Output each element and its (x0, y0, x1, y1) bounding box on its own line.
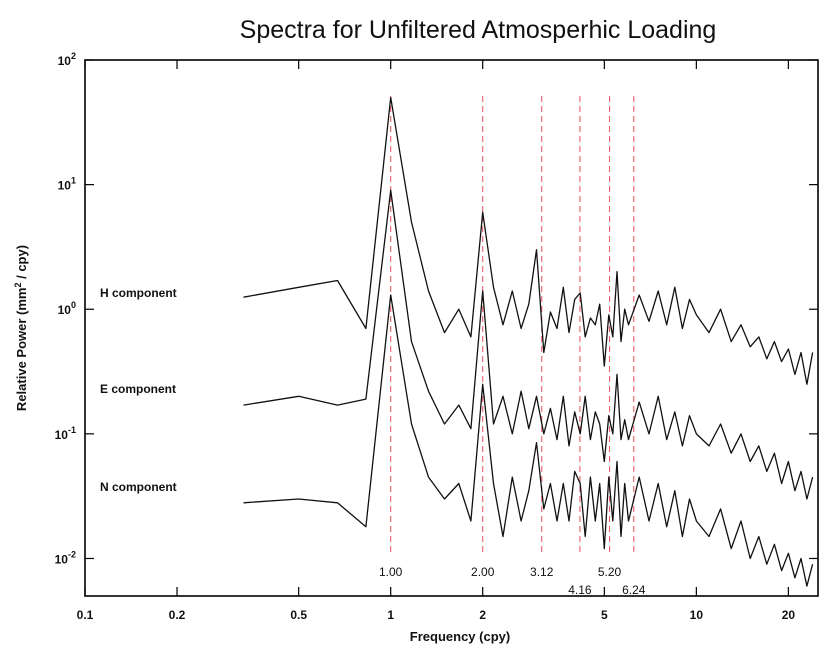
y-tick-exponent: 0 (71, 300, 76, 310)
x-tick-label: 0.1 (77, 608, 94, 622)
series-labels: H component E component N component (100, 286, 177, 494)
y-axis-label-main: Relative Power (mm (14, 288, 29, 412)
y-tick-exponent: 2 (71, 51, 76, 61)
x-tick-label: 2 (479, 608, 486, 622)
x-tick-label: 0.2 (169, 608, 186, 622)
peak-markers (390, 96, 635, 553)
y-tick-exponent: -2 (68, 549, 76, 559)
peak-marker-label: 3.12 (530, 565, 554, 579)
y-tick-label: 100 (58, 300, 76, 317)
y-tick-base: 10 (58, 179, 72, 193)
series-line (243, 96, 814, 385)
series-lines (243, 96, 814, 587)
y-tick-base: 10 (55, 428, 69, 442)
x-tick-label: 0.5 (290, 608, 307, 622)
y-axis-label-tail: / cpy) (14, 245, 29, 283)
x-tick-label: 10 (690, 608, 704, 622)
x-axis-ticks: 0.1 0.2 0.5 1 2 5 10 20 (77, 60, 796, 622)
y-tick-base: 10 (55, 552, 69, 566)
peak-labels: 1.00 2.00 3.12 4.16 5.206.24 (379, 565, 646, 597)
x-axis-label: Frequency (cpy) (410, 629, 510, 644)
peak-marker-label: 2.00 (471, 565, 495, 579)
peak-marker-label: 6.24 (622, 583, 646, 597)
y-tick-label: 10-2 (55, 549, 76, 566)
x-tick-label: 1 (387, 608, 394, 622)
y-axis-label: Relative Power (mm2 / cpy) (13, 245, 29, 411)
series-line (243, 294, 814, 587)
x-tick-label: 20 (782, 608, 796, 622)
series-label: H component (100, 286, 177, 300)
plot-frame (84, 59, 819, 597)
y-axis-label-sup: 2 (13, 283, 23, 288)
y-tick-exponent: 1 (71, 176, 76, 186)
series-line (243, 189, 814, 500)
peak-marker-label: 1.00 (379, 565, 403, 579)
chart-title: Spectra for Unfiltered Atmosperhic Loadi… (240, 16, 717, 44)
x-tick-label: 5 (601, 608, 608, 622)
y-tick-base: 10 (58, 54, 72, 68)
peak-marker-label: 5.20 (598, 565, 622, 579)
y-tick-label: 102 (58, 51, 76, 68)
y-tick-base: 10 (58, 303, 72, 317)
y-tick-label: 101 (58, 176, 76, 193)
y-tick-exponent: -1 (68, 425, 76, 435)
series-label: N component (100, 480, 177, 494)
y-tick-label: 10-1 (55, 425, 76, 442)
series-label: E component (100, 382, 176, 396)
peak-marker-label: 4.16 (568, 583, 592, 597)
